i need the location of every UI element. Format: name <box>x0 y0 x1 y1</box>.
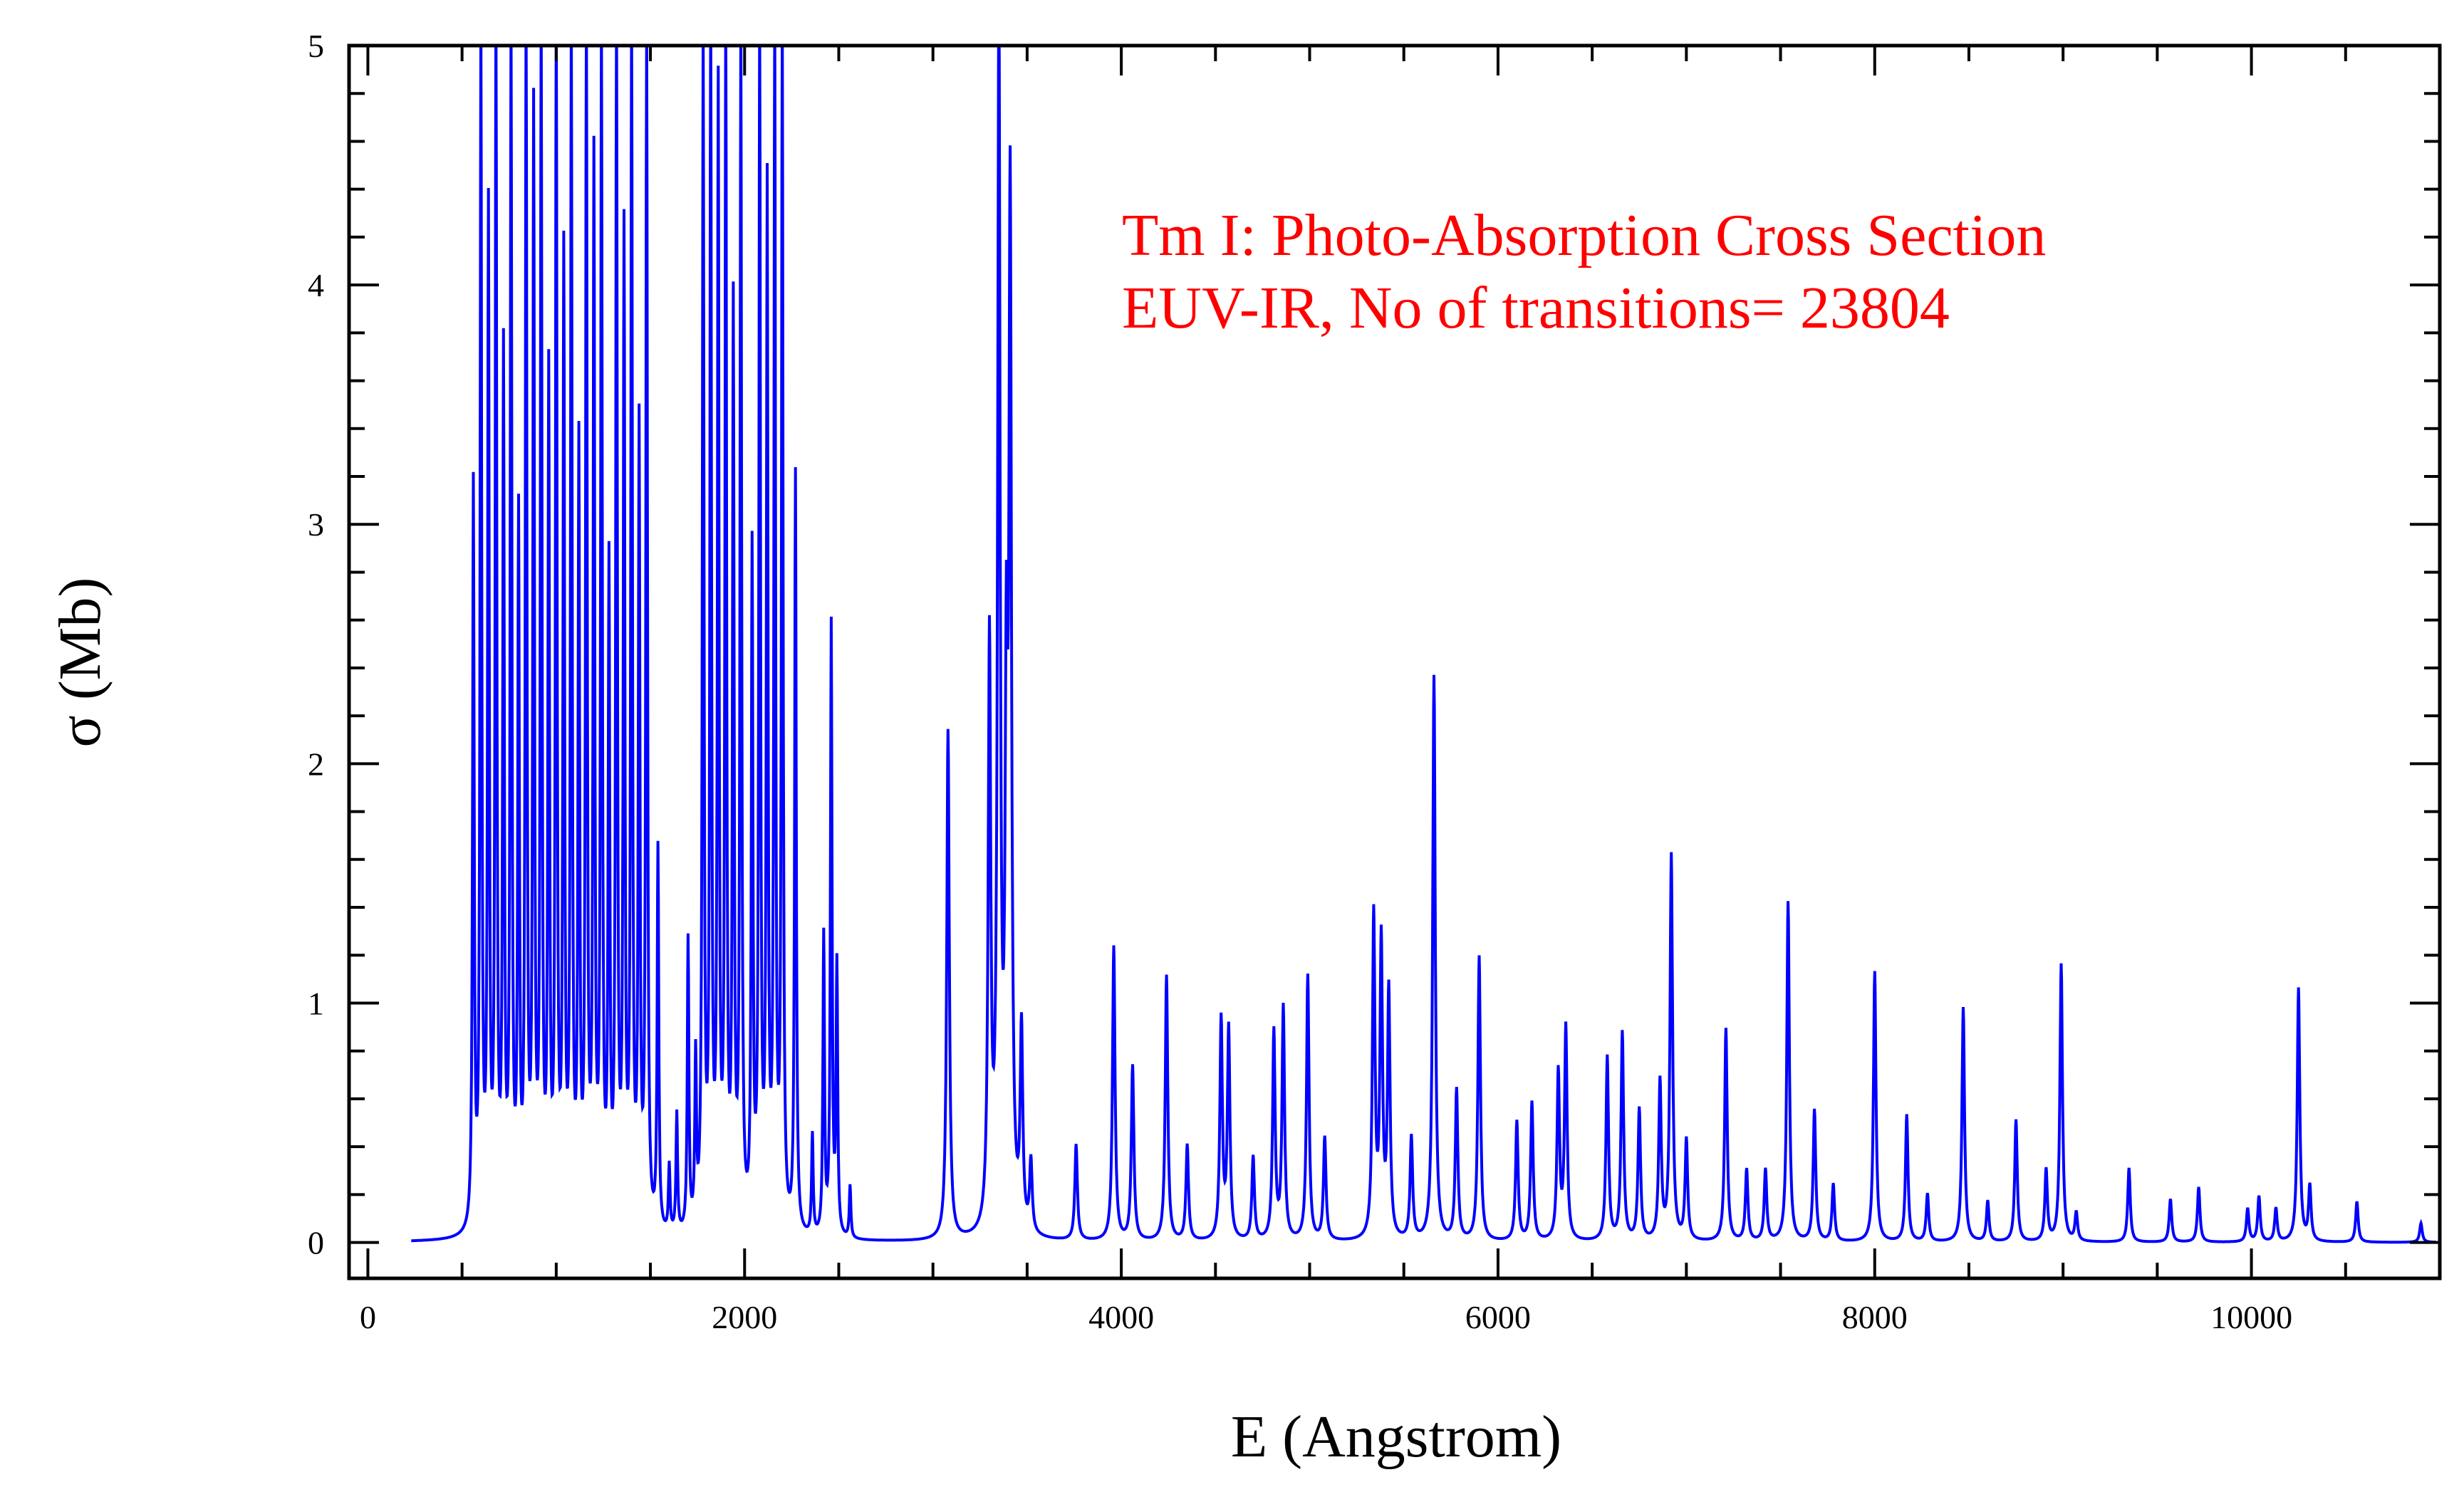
y-tick-label: 3 <box>308 506 324 543</box>
y-axis-title: σ (Mb) <box>47 578 113 748</box>
x-axis-title: E (Angstrom) <box>1231 1404 1561 1470</box>
y-axis-ticks: 0 1 2 3 4 5 <box>308 28 2440 1261</box>
y-tick-label: 5 <box>308 28 324 64</box>
y-tick-label: 1 <box>308 985 324 1021</box>
x-tick-label: 10000 <box>2210 1299 2292 1335</box>
x-axis-ticks: 0 2000 4000 6000 8000 10000 <box>360 46 2441 1335</box>
y-tick-label: 0 <box>308 1225 324 1261</box>
x-tick-label: 2000 <box>712 1299 777 1335</box>
annotation-subtitle-line: EUV-IR, No of transitions= 23804 <box>1122 275 1950 341</box>
plot-area-frame <box>347 43 2442 1280</box>
y-tick-label: 2 <box>308 746 324 782</box>
annotation-title-line: Tm I: Photo-Absorption Cross Section <box>1122 202 2046 268</box>
x-tick-label: 0 <box>360 1299 376 1335</box>
y-tick-label: 4 <box>308 267 324 303</box>
x-tick-label: 4000 <box>1088 1299 1154 1335</box>
series-line <box>411 46 2437 1244</box>
series-line-group <box>411 46 2437 1244</box>
x-tick-label: 6000 <box>1465 1299 1531 1335</box>
x-tick-label: 8000 <box>1842 1299 1908 1335</box>
